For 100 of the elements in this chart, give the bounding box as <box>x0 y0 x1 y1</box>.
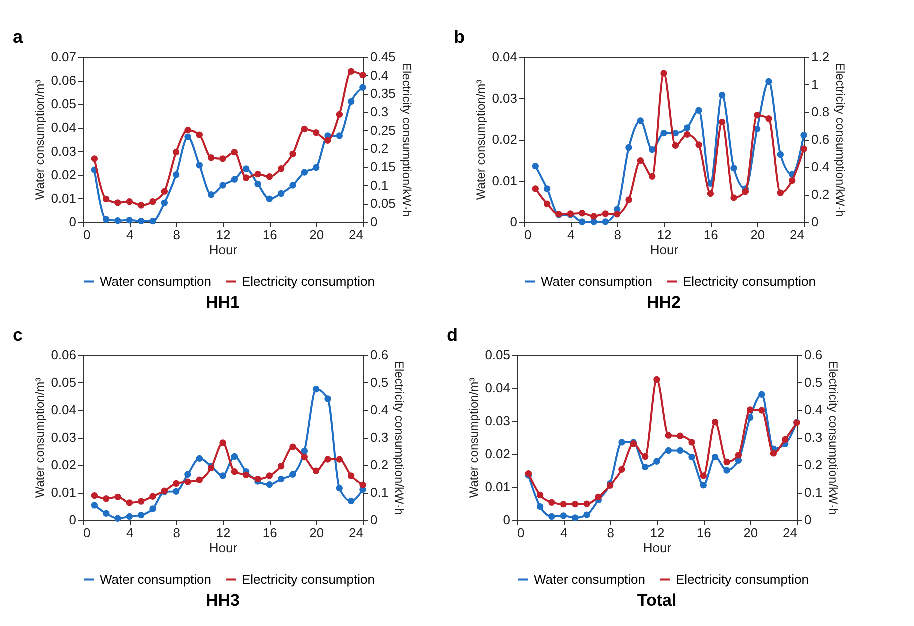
text: HH3 <box>206 591 240 610</box>
point <box>172 148 180 156</box>
x-tick-label: 16 <box>696 526 712 540</box>
y2-tick-label: 0.4 <box>804 402 823 418</box>
point <box>266 174 274 180</box>
point <box>746 406 754 414</box>
point <box>360 482 366 488</box>
legend-label: Electricity consumption <box>242 274 375 289</box>
x-tick-label: 12 <box>216 526 231 540</box>
x-tick-label: 4 <box>560 526 568 540</box>
point <box>665 447 672 454</box>
point <box>126 513 134 520</box>
point <box>91 492 98 500</box>
point <box>572 514 579 522</box>
point <box>766 78 772 86</box>
point <box>572 500 579 508</box>
point <box>544 200 551 208</box>
point <box>220 440 226 446</box>
y2-tick-label: 0 <box>804 512 812 528</box>
x-tick-label: 8 <box>607 526 614 540</box>
y2-tick-label: 0.1 <box>370 178 389 193</box>
point <box>290 150 296 158</box>
point <box>707 190 714 198</box>
point <box>602 218 610 226</box>
point <box>637 157 644 164</box>
x-axis-title: Hour <box>650 242 680 258</box>
y2-tick-label: 0.15 <box>370 160 396 174</box>
y2-axis-title: Electricity consumption/kW·h <box>400 62 414 218</box>
x-tick-label: 8 <box>173 228 180 242</box>
y2-tick-label: 0.5 <box>804 375 823 390</box>
y2-tick-label: 1.2 <box>812 50 830 64</box>
x-tick-label: 24 <box>349 228 364 242</box>
point <box>266 481 274 488</box>
text: HH2 <box>646 293 682 312</box>
point <box>782 436 789 444</box>
point <box>161 188 168 195</box>
point <box>312 386 320 393</box>
point <box>220 156 226 162</box>
point <box>91 502 98 509</box>
legend-label: Water consumption <box>534 572 646 587</box>
y2-axis-title: Electricity consumption/kW·h <box>826 360 841 516</box>
point <box>184 134 192 140</box>
y-axis-title: Water consumption/m³ <box>33 378 48 498</box>
point <box>242 166 250 172</box>
point <box>102 196 110 203</box>
point <box>312 468 320 474</box>
point <box>672 142 680 150</box>
legend-label: Water consumption <box>100 572 212 587</box>
point <box>712 454 719 461</box>
point <box>172 172 180 178</box>
point <box>536 503 544 510</box>
point <box>102 510 110 518</box>
point <box>626 144 632 152</box>
y-tick-label: 0.01 <box>485 480 510 494</box>
y2-tick-label: 0.25 <box>370 122 396 138</box>
point <box>324 137 332 144</box>
point <box>290 444 296 450</box>
y-tick-label: 0.01 <box>51 190 76 206</box>
x-tick-label: 0 <box>84 526 91 540</box>
point <box>788 177 796 184</box>
point <box>654 458 660 465</box>
x-tick-label: 8 <box>173 526 180 540</box>
y-tick-label: 0.04 <box>51 120 76 136</box>
point <box>758 407 766 414</box>
point <box>642 464 649 471</box>
y2-tick-label: 0.05 <box>370 196 396 212</box>
y-tick-label: 0.04 <box>485 380 510 396</box>
point <box>336 485 344 492</box>
point <box>336 111 344 118</box>
x-tick-label: 24 <box>349 526 364 540</box>
y-tick-label: 0.03 <box>51 144 76 159</box>
point <box>590 218 598 226</box>
y2-tick-label: 0 <box>370 512 378 528</box>
y2-tick-label: 0.2 <box>370 458 389 472</box>
point <box>208 154 215 162</box>
point <box>150 506 156 512</box>
point <box>800 132 808 139</box>
point <box>324 456 332 463</box>
x-tick-label: 20 <box>310 228 324 242</box>
point <box>278 165 285 172</box>
point <box>114 217 122 224</box>
point <box>590 213 598 220</box>
y-tick-label: 0.04 <box>492 50 518 64</box>
point <box>114 494 122 501</box>
point <box>278 476 285 483</box>
point <box>660 70 668 77</box>
point <box>688 454 696 461</box>
y2-tick-label: 0.8 <box>812 104 830 120</box>
y-tick-label: 0.03 <box>51 430 76 445</box>
y-tick-label: 0.05 <box>485 348 510 362</box>
point <box>532 162 540 170</box>
y2-tick-label: 0.5 <box>370 375 389 390</box>
y2-tick-label: 0.6 <box>804 348 823 362</box>
point <box>648 173 656 180</box>
y-tick-label: 0.02 <box>485 446 510 462</box>
point <box>91 156 98 162</box>
text: b <box>454 27 465 47</box>
y2-tick-label: 0.1 <box>804 485 823 500</box>
point <box>548 513 556 520</box>
point <box>536 492 544 499</box>
